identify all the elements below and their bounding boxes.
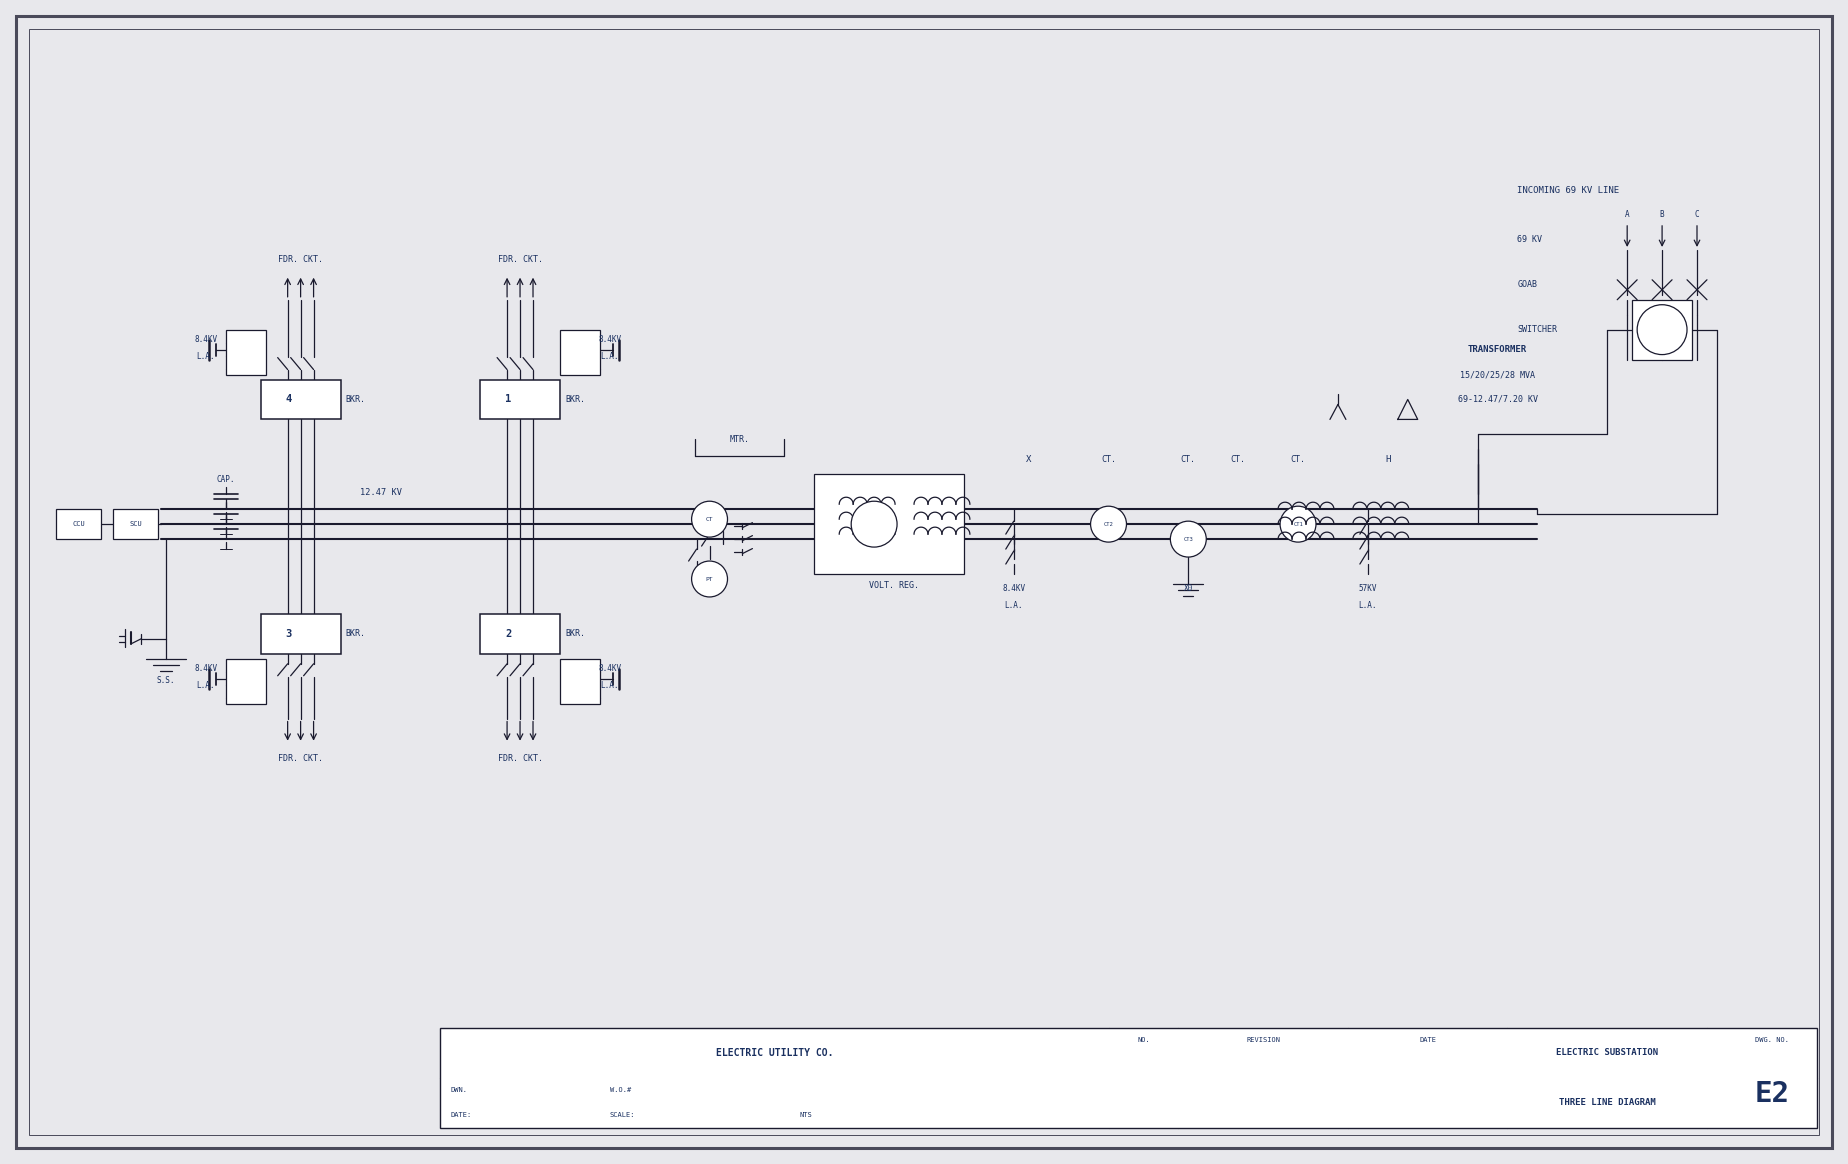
Text: CT1: CT1	[1294, 521, 1303, 526]
Text: FDR. CKT.: FDR. CKT.	[497, 754, 543, 764]
Text: MTR.: MTR.	[730, 435, 750, 443]
Text: REVISION: REVISION	[1246, 1037, 1281, 1043]
Text: NTS: NTS	[800, 1112, 811, 1119]
Text: BKR.: BKR.	[565, 395, 586, 404]
Text: NO.: NO.	[1137, 1037, 1149, 1043]
Circle shape	[852, 502, 896, 547]
Text: H: H	[1386, 455, 1390, 463]
Text: THREE LINE DIAGRAM: THREE LINE DIAGRAM	[1560, 1098, 1656, 1107]
Bar	[225, 659, 266, 704]
Text: L.A.: L.A.	[196, 681, 214, 690]
Text: 8.4KV: 8.4KV	[599, 335, 621, 345]
Text: TRANSFORMER: TRANSFORMER	[1467, 345, 1526, 354]
Circle shape	[691, 561, 728, 597]
Text: 57KV: 57KV	[1358, 584, 1377, 594]
Text: 69 KV: 69 KV	[1517, 235, 1543, 244]
Text: DATE: DATE	[1419, 1037, 1436, 1043]
Bar	[480, 613, 560, 654]
Text: BKR.: BKR.	[346, 630, 366, 638]
Text: CT.: CT.	[1231, 455, 1246, 463]
Text: CT.: CT.	[1181, 455, 1196, 463]
Text: 3: 3	[286, 629, 292, 639]
Text: L.A.: L.A.	[1358, 602, 1377, 610]
Text: GOAB: GOAB	[1517, 281, 1538, 290]
Text: VOLT. REG.: VOLT. REG.	[869, 582, 918, 590]
Circle shape	[1090, 506, 1127, 542]
Bar	[261, 613, 340, 654]
Bar	[261, 379, 340, 419]
Text: ELECTRIC SUBSTATION: ELECTRIC SUBSTATION	[1556, 1049, 1658, 1057]
Bar	[113, 509, 157, 539]
Text: ELECTRIC UTILITY CO.: ELECTRIC UTILITY CO.	[715, 1048, 833, 1058]
Text: PT: PT	[706, 576, 713, 582]
Text: SCALE:: SCALE:	[610, 1112, 636, 1119]
Circle shape	[1170, 521, 1207, 558]
Bar	[225, 329, 266, 375]
Text: B: B	[1660, 211, 1665, 220]
Bar	[1632, 300, 1693, 360]
Text: BKR.: BKR.	[346, 395, 366, 404]
Text: SCU: SCU	[129, 521, 142, 527]
Text: FDR. CKT.: FDR. CKT.	[277, 255, 323, 264]
Text: CT2: CT2	[1103, 521, 1112, 526]
Text: FDR. CKT.: FDR. CKT.	[497, 255, 543, 264]
Text: 15/20/25/28 MVA: 15/20/25/28 MVA	[1460, 370, 1536, 379]
Text: CT: CT	[706, 517, 713, 521]
Text: CCU: CCU	[72, 521, 85, 527]
Circle shape	[1637, 305, 1687, 355]
Text: CAP.: CAP.	[216, 475, 235, 484]
Text: 12.47 KV: 12.47 KV	[360, 488, 403, 497]
Text: 2: 2	[505, 629, 512, 639]
Text: SWITCHER: SWITCHER	[1517, 325, 1558, 334]
Text: W.O.#: W.O.#	[610, 1087, 630, 1093]
Text: DWN.: DWN.	[451, 1087, 468, 1093]
Text: L.A.: L.A.	[196, 352, 214, 361]
Circle shape	[1281, 506, 1316, 542]
Text: L.A.: L.A.	[601, 681, 619, 690]
Text: A: A	[1624, 211, 1630, 220]
Text: DATE:: DATE:	[451, 1112, 471, 1119]
Text: 69-12.47/7.20 KV: 69-12.47/7.20 KV	[1458, 395, 1538, 404]
Text: E2: E2	[1754, 1080, 1789, 1108]
Text: INCOMING 69 KV LINE: INCOMING 69 KV LINE	[1517, 185, 1619, 194]
Text: CT.: CT.	[1290, 455, 1305, 463]
Text: 8.4KV: 8.4KV	[194, 665, 218, 673]
Text: CT3: CT3	[1183, 537, 1194, 541]
Text: 4: 4	[286, 395, 292, 404]
Text: 8.4KV: 8.4KV	[1002, 584, 1026, 594]
Bar	[815, 474, 965, 574]
Circle shape	[691, 502, 728, 537]
Text: 8.4KV: 8.4KV	[194, 335, 218, 345]
Bar	[480, 379, 560, 419]
Text: 1: 1	[505, 395, 512, 404]
Text: L.A.: L.A.	[601, 352, 619, 361]
Text: CT.: CT.	[1101, 455, 1116, 463]
Bar	[560, 659, 601, 704]
Text: C: C	[1695, 211, 1700, 220]
Text: X0: X0	[1185, 584, 1194, 594]
Bar	[440, 1028, 1817, 1128]
Text: FDR. CKT.: FDR. CKT.	[277, 754, 323, 764]
Text: L.A.: L.A.	[1005, 602, 1024, 610]
Text: X: X	[1026, 455, 1031, 463]
Text: 8.4KV: 8.4KV	[599, 665, 621, 673]
Text: BKR.: BKR.	[565, 630, 586, 638]
Text: S.S.: S.S.	[157, 676, 176, 686]
Text: DWG. NO.: DWG. NO.	[1756, 1037, 1789, 1043]
Bar	[560, 329, 601, 375]
Bar	[55, 509, 102, 539]
